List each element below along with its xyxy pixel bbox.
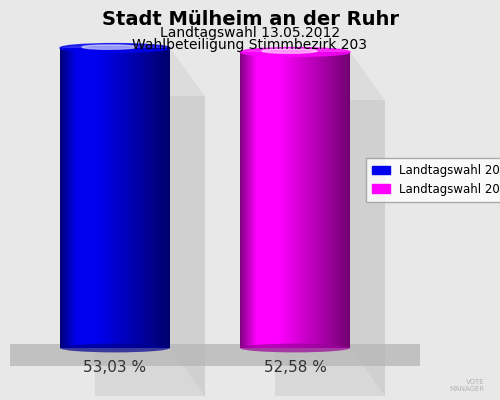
Ellipse shape — [240, 344, 350, 352]
Polygon shape — [170, 48, 205, 396]
Text: VOTE
MANAGER: VOTE MANAGER — [450, 379, 485, 392]
Ellipse shape — [60, 344, 170, 352]
Ellipse shape — [240, 48, 350, 56]
Polygon shape — [95, 96, 205, 396]
Polygon shape — [350, 52, 385, 396]
Ellipse shape — [60, 44, 170, 52]
Text: Wahlbeteiligung Stimmbezirk 203: Wahlbeteiligung Stimmbezirk 203 — [132, 38, 368, 52]
Text: Landtagswahl 13.05.2012: Landtagswahl 13.05.2012 — [160, 26, 340, 40]
Polygon shape — [275, 100, 385, 396]
Legend: Landtagswahl 2012, Landtagswahl 2010: Landtagswahl 2012, Landtagswahl 2010 — [366, 158, 500, 202]
Ellipse shape — [262, 49, 317, 53]
Text: Stadt Mülheim an der Ruhr: Stadt Mülheim an der Ruhr — [102, 10, 399, 29]
FancyBboxPatch shape — [10, 344, 420, 366]
Text: 53,03 %: 53,03 % — [84, 360, 146, 376]
Text: 52,58 %: 52,58 % — [264, 360, 326, 376]
Ellipse shape — [82, 45, 137, 49]
